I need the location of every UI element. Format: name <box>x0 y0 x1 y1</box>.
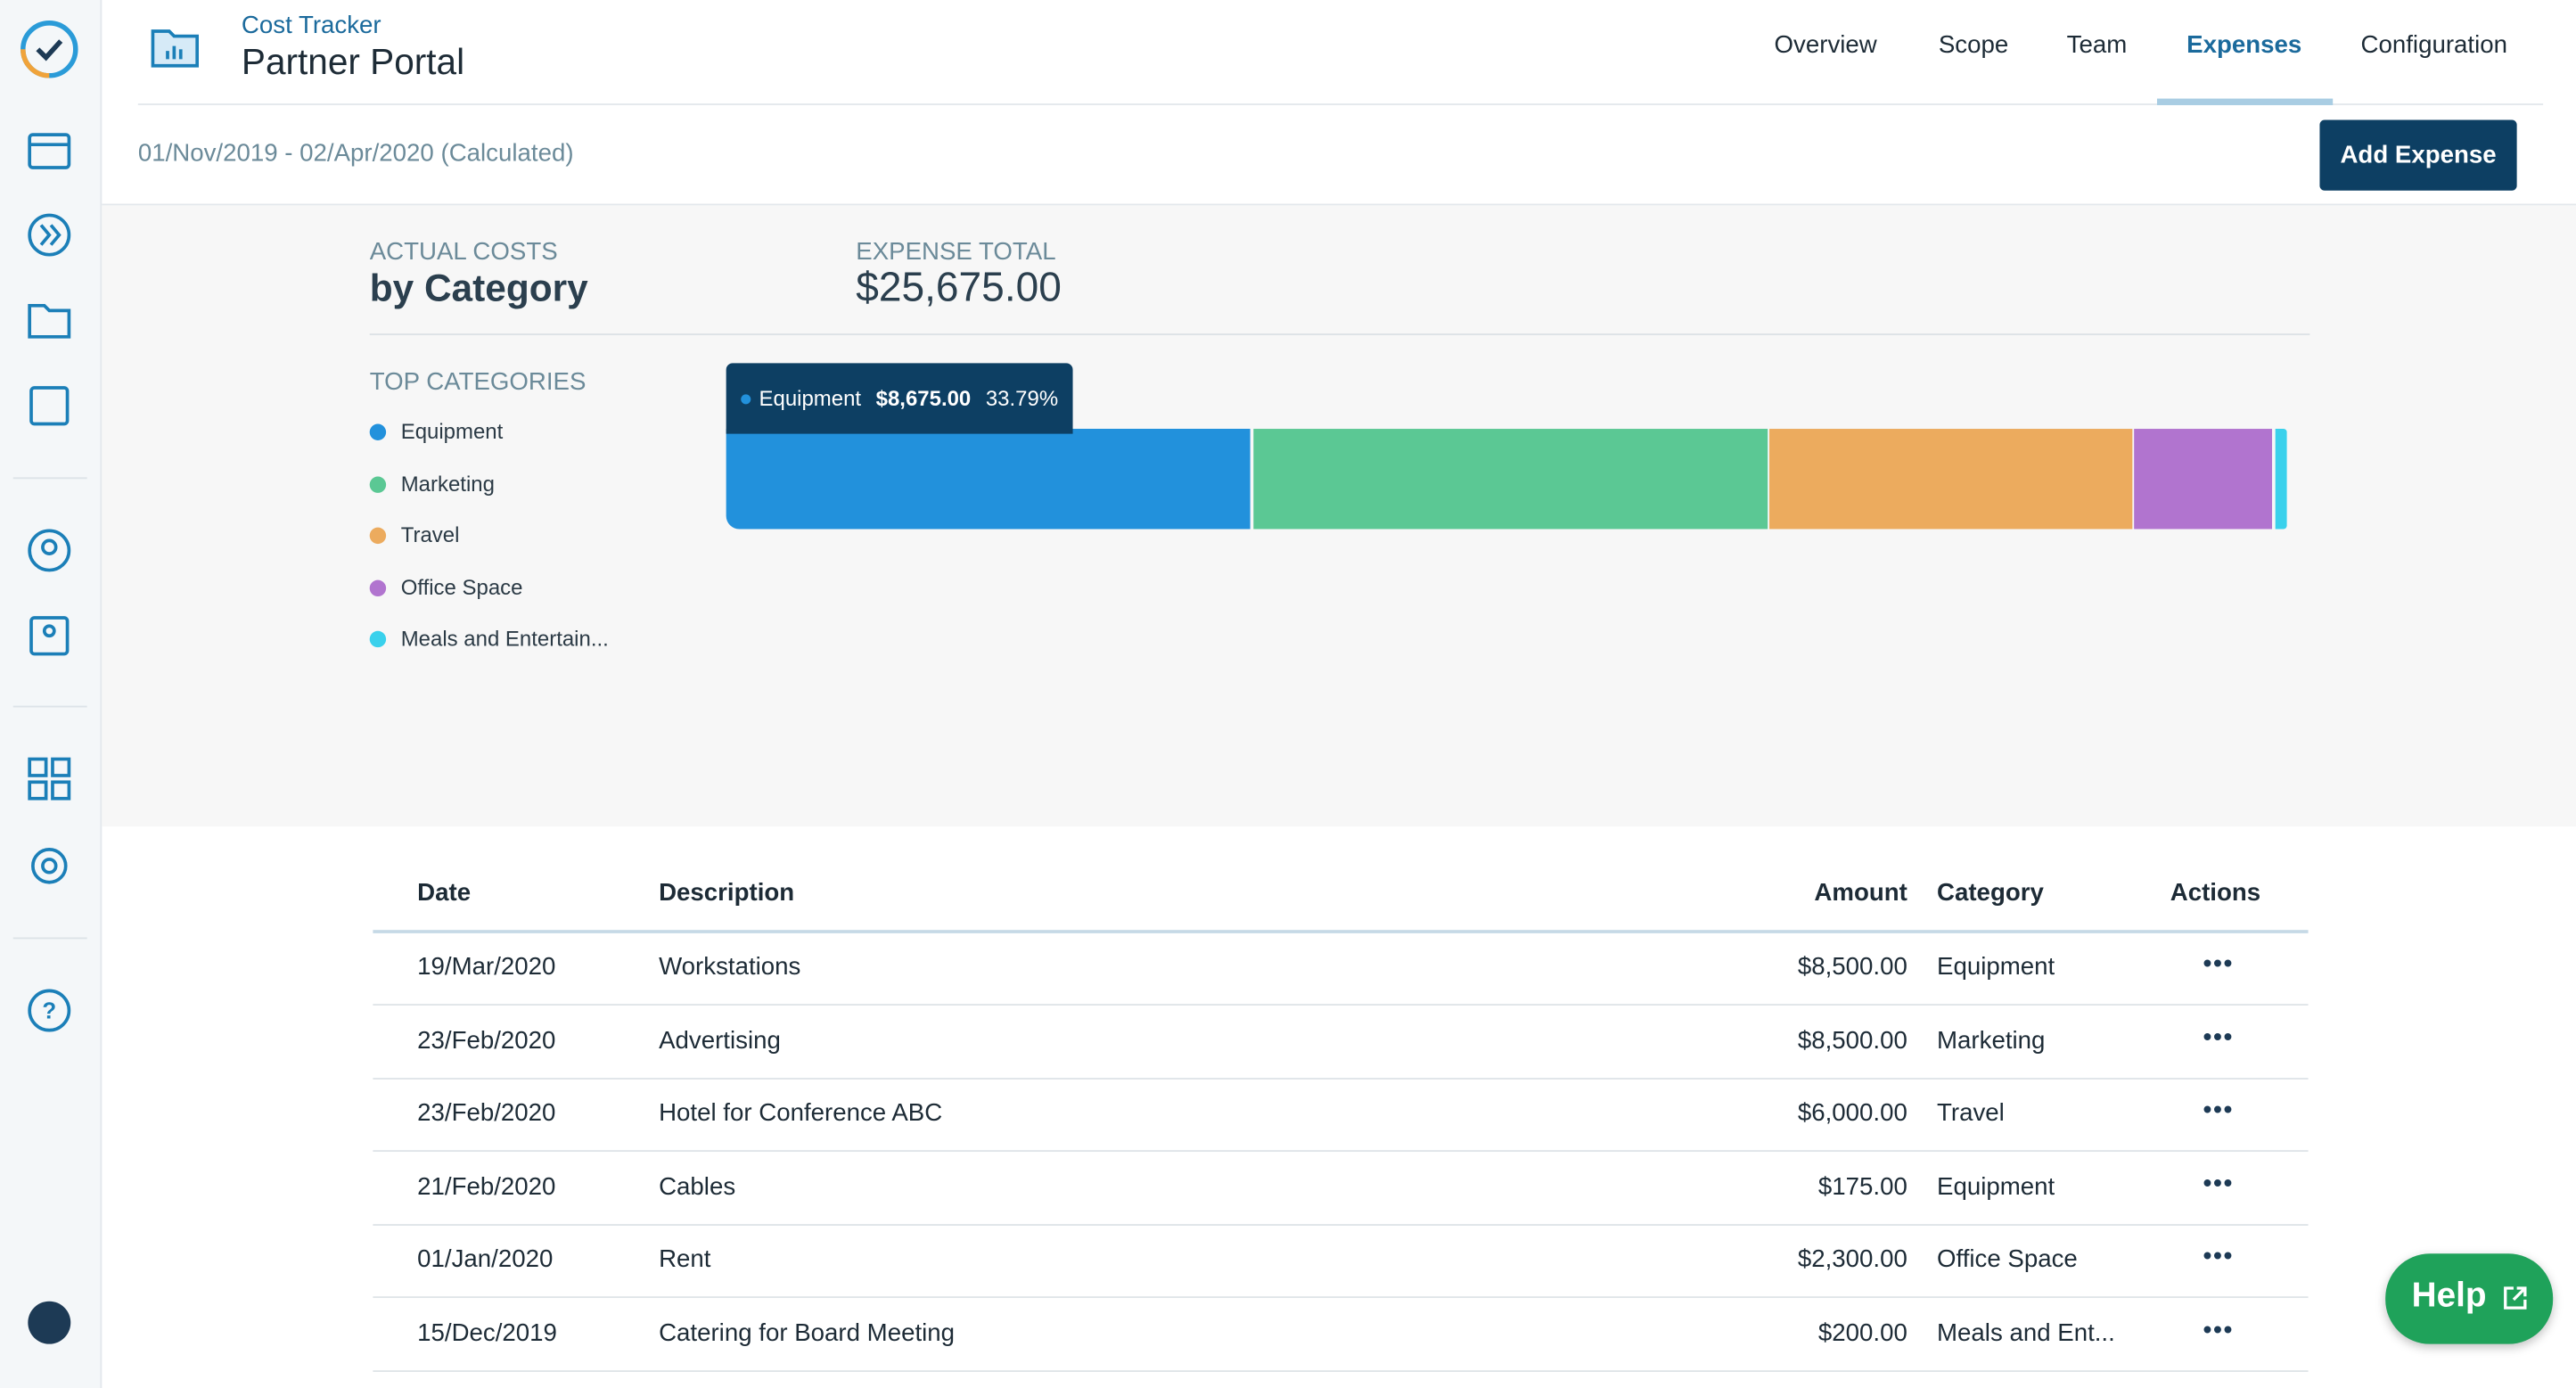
divider <box>137 103 2544 105</box>
legend-item: Meals and Entertain... <box>369 626 609 651</box>
row-rule <box>373 1077 2309 1079</box>
row-rule <box>373 1223 2309 1226</box>
row-rule <box>373 1004 2309 1006</box>
column-header: Category <box>1937 879 2044 908</box>
legend-dot <box>369 579 387 596</box>
add-expense-button[interactable]: Add Expense <box>2319 119 2517 191</box>
table-cell: $200.00 <box>1817 1318 1907 1347</box>
legend-item: Office Space <box>369 574 523 599</box>
table-cell: Workstations <box>659 952 801 981</box>
table-cell: 19/Mar/2020 <box>417 952 556 981</box>
table-cell: Equipment <box>1937 1172 2055 1201</box>
legend-label: Marketing <box>400 471 495 496</box>
sidebar-icons: ? <box>12 21 87 1344</box>
tooltip-percent: 33.79% <box>985 386 1059 411</box>
table-cell: Travel <box>1937 1099 2005 1128</box>
row-actions[interactable]: ••• <box>2203 1023 2235 1051</box>
tooltip-dot <box>741 394 751 405</box>
divider <box>102 203 2576 206</box>
help-label: Help <box>2411 1277 2487 1315</box>
row-rule <box>373 1369 2309 1372</box>
legend-item: Equipment <box>369 418 504 444</box>
project-name: Partner Portal <box>241 41 465 83</box>
table-cell: Rent <box>659 1245 711 1274</box>
help-button[interactable]: Help <box>2385 1253 2554 1344</box>
table-cell: Catering for Board Meeting <box>659 1318 956 1347</box>
row-actions[interactable]: ••• <box>2203 1169 2235 1197</box>
row-actions[interactable]: ••• <box>2203 1096 2235 1124</box>
legend-item: Travel <box>369 522 460 547</box>
legend-label: Office Space <box>400 574 523 599</box>
row-actions[interactable]: ••• <box>2203 1242 2235 1270</box>
table-cell: 23/Feb/2020 <box>417 1099 556 1128</box>
bar-segment[interactable] <box>2135 429 2273 530</box>
row-rule <box>373 1150 2309 1153</box>
project-icon <box>151 29 200 68</box>
table-cell: 21/Feb/2020 <box>417 1172 556 1201</box>
legend-item: Marketing <box>369 471 495 496</box>
legend-dot <box>369 423 387 440</box>
summary-title: by Category <box>369 266 588 309</box>
product-name: Cost Tracker <box>241 11 381 40</box>
table-cell: Office Space <box>1937 1245 2078 1274</box>
table-cell: Cables <box>659 1172 736 1201</box>
row-actions[interactable]: ••• <box>2203 949 2235 978</box>
sidebar: ? <box>0 0 103 1388</box>
column-header: Description <box>659 879 795 908</box>
table-cell: $8,500.00 <box>1797 952 1907 981</box>
tooltip-name: Equipment <box>759 386 862 411</box>
summary-label: ACTUAL COSTS <box>369 238 558 267</box>
legend-dot <box>369 475 387 493</box>
table-cell: Marketing <box>1937 1026 2046 1055</box>
tab-indicator <box>2156 98 2334 105</box>
bar-segment[interactable] <box>1769 429 2133 530</box>
legend-title: TOP CATEGORIES <box>369 367 587 397</box>
header-rule <box>373 930 2309 933</box>
bar-segment[interactable] <box>726 429 1251 530</box>
tab[interactable]: Expenses <box>2186 31 2302 60</box>
table-cell: Equipment <box>1937 952 2055 981</box>
row-rule <box>373 1296 2309 1299</box>
table-cell: 23/Feb/2020 <box>417 1026 556 1055</box>
date-range: 01/Nov/2019 - 02/Apr/2020 (Calculated) <box>137 139 574 168</box>
tab[interactable]: Configuration <box>2360 31 2508 60</box>
table-cell: $6,000.00 <box>1797 1099 1907 1128</box>
column-header: Actions <box>2170 879 2261 908</box>
tooltip-value: $8,675.00 <box>875 386 972 411</box>
external-icon <box>2504 1286 2527 1310</box>
table-cell: Advertising <box>659 1026 781 1055</box>
column-header: Date <box>417 879 472 908</box>
row-actions[interactable]: ••• <box>2203 1315 2235 1343</box>
legend-label: Meals and Entertain... <box>400 626 609 651</box>
table-cell: $2,300.00 <box>1797 1245 1907 1274</box>
column-header: Amount <box>1814 879 1907 908</box>
total-value: $25,675.00 <box>856 264 1062 311</box>
table-cell: Hotel for Conference ABC <box>659 1099 943 1128</box>
legend-label: Equipment <box>400 418 504 444</box>
total-label: EXPENSE TOTAL <box>856 238 1056 267</box>
svg-text:?: ? <box>42 999 56 1024</box>
tooltip: Equipment $8,675.00 33.79% <box>726 363 1073 434</box>
table-cell: 15/Dec/2019 <box>417 1318 557 1347</box>
bar-segment[interactable] <box>2274 429 2287 530</box>
legend-dot <box>369 630 387 648</box>
table-cell: Meals and Ent... <box>1937 1318 2115 1347</box>
legend-dot <box>369 527 387 545</box>
tab[interactable]: Scope <box>1938 31 2009 60</box>
legend-label: Travel <box>400 522 460 547</box>
table-cell: $8,500.00 <box>1797 1026 1907 1055</box>
divider <box>369 333 2310 335</box>
table-cell: 01/Jan/2020 <box>417 1245 554 1274</box>
tab[interactable]: Team <box>2066 31 2128 60</box>
table-cell: $175.00 <box>1817 1172 1907 1201</box>
bar-segment[interactable] <box>1253 429 1768 530</box>
tab[interactable]: Overview <box>1774 31 1877 60</box>
